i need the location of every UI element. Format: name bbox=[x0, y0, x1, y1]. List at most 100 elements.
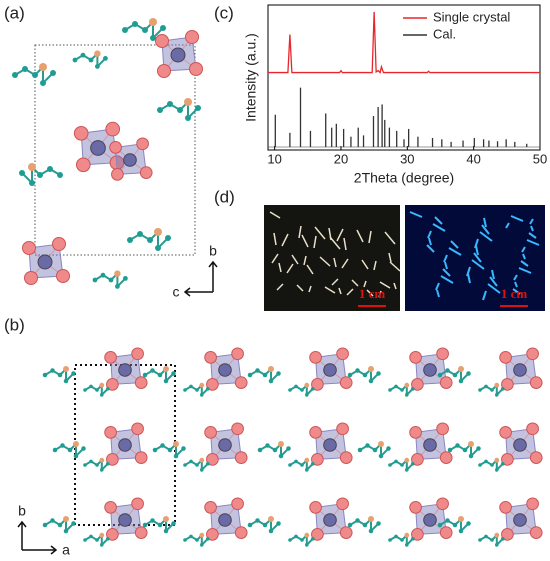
atom-halide bbox=[155, 34, 169, 48]
atom-c bbox=[265, 443, 270, 448]
atom-c bbox=[50, 70, 56, 76]
atom-c bbox=[376, 521, 381, 526]
atom-halide bbox=[311, 378, 324, 391]
atom-c bbox=[195, 463, 199, 467]
atom-c bbox=[100, 468, 104, 472]
atom-halide bbox=[131, 347, 144, 361]
atom-halide bbox=[309, 501, 322, 514]
crystal bbox=[440, 275, 454, 284]
atom-c bbox=[247, 372, 253, 378]
atom-c bbox=[445, 518, 450, 523]
atom-c bbox=[495, 468, 499, 472]
atom-halide bbox=[157, 64, 171, 78]
atom-c bbox=[29, 180, 35, 186]
atom-c bbox=[12, 72, 18, 78]
atom-halide bbox=[104, 501, 117, 514]
atom-c bbox=[167, 447, 173, 453]
atom-c bbox=[163, 378, 169, 384]
atom-c bbox=[83, 388, 87, 392]
atom-c bbox=[108, 277, 114, 283]
atom-halide bbox=[206, 453, 219, 466]
atom-c bbox=[268, 378, 274, 384]
atom-halide bbox=[204, 426, 217, 439]
atom-c bbox=[183, 463, 187, 467]
atom-c bbox=[189, 459, 193, 464]
atom-c bbox=[206, 537, 210, 541]
atom-c bbox=[95, 463, 99, 467]
atom-c bbox=[276, 371, 281, 376]
atom-metal bbox=[423, 363, 437, 377]
atom-c bbox=[490, 463, 494, 467]
atom-halide bbox=[189, 62, 203, 76]
atom-halide bbox=[526, 497, 539, 511]
atom-c bbox=[157, 522, 163, 528]
atom-c bbox=[294, 534, 298, 539]
atom-c bbox=[142, 522, 148, 528]
bonds bbox=[315, 353, 347, 385]
atom-c bbox=[386, 446, 391, 451]
atom-p bbox=[278, 441, 284, 447]
atom-metal bbox=[513, 513, 527, 527]
atom-halide bbox=[24, 271, 38, 285]
crystal bbox=[505, 222, 510, 229]
atom-halide bbox=[529, 451, 543, 464]
atom-c bbox=[255, 368, 260, 373]
atom-halide bbox=[104, 426, 117, 439]
atom-c bbox=[347, 372, 353, 378]
crystal bbox=[378, 290, 382, 298]
atom-c bbox=[92, 277, 98, 283]
crystal bbox=[436, 289, 440, 298]
crystal bbox=[384, 231, 396, 245]
x-tick-label: 30 bbox=[400, 151, 414, 166]
crystal bbox=[276, 283, 284, 291]
atom-c bbox=[160, 25, 166, 31]
atom-c bbox=[152, 447, 158, 453]
atom-c bbox=[63, 378, 69, 384]
crystal bbox=[481, 224, 490, 235]
atom-c bbox=[83, 538, 87, 542]
atom-metal bbox=[323, 363, 337, 377]
atom-p bbox=[99, 532, 105, 538]
crystal bbox=[331, 278, 339, 286]
atom-c bbox=[288, 388, 292, 392]
crystal bbox=[329, 236, 341, 250]
atom-halide bbox=[501, 378, 514, 391]
atom-c bbox=[47, 166, 53, 172]
atom-halide bbox=[309, 426, 322, 439]
x-axis-label: 2Theta (degree) bbox=[354, 170, 454, 186]
atom-c bbox=[100, 393, 104, 397]
atom-c bbox=[501, 537, 505, 541]
atom-c bbox=[40, 80, 46, 86]
atom-c bbox=[181, 446, 186, 451]
atom-metal bbox=[513, 438, 527, 452]
atom-halide bbox=[131, 497, 144, 511]
atom-halide bbox=[529, 526, 543, 539]
atom-halide bbox=[336, 347, 349, 361]
atom-c bbox=[411, 462, 415, 466]
atom-halide bbox=[234, 376, 248, 389]
atom-c bbox=[137, 231, 143, 237]
atom-c bbox=[305, 543, 309, 547]
crystal bbox=[306, 264, 314, 275]
panel-label: (b) bbox=[4, 315, 25, 334]
atom-c bbox=[437, 522, 443, 528]
atom-c bbox=[42, 522, 48, 528]
atom-halide bbox=[311, 453, 324, 466]
atom-c bbox=[103, 56, 108, 61]
crystal bbox=[448, 247, 462, 256]
bonds bbox=[110, 503, 142, 535]
crystal bbox=[432, 223, 446, 232]
atom-halide bbox=[439, 526, 453, 539]
atom-c bbox=[276, 521, 281, 526]
atom-c bbox=[372, 447, 378, 453]
panel-label: (a) bbox=[4, 3, 25, 22]
atom-c bbox=[195, 538, 199, 542]
atom-halide bbox=[499, 501, 512, 514]
photo-uv bbox=[405, 205, 545, 311]
atom-c bbox=[71, 371, 76, 376]
atom-p bbox=[163, 516, 169, 522]
atom-c bbox=[123, 276, 128, 281]
atom-c bbox=[200, 468, 204, 472]
atom-c bbox=[411, 537, 415, 541]
crystal bbox=[491, 269, 495, 280]
